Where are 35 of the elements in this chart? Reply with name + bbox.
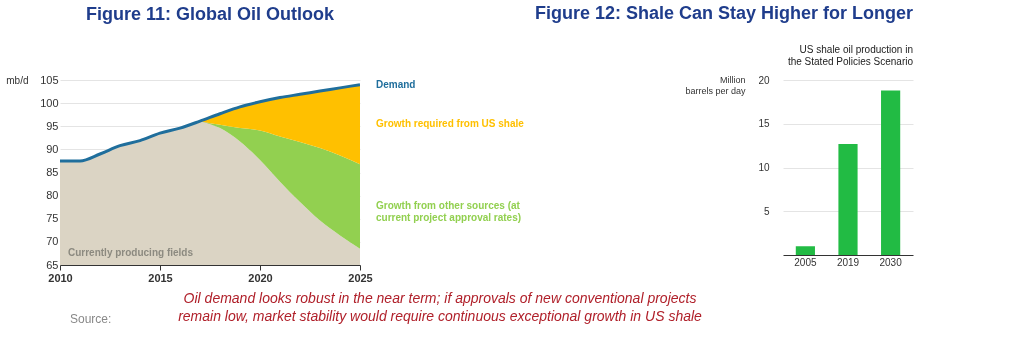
chart-title: Figure 12: Shale Can Stay Higher for Longer (534, 3, 913, 23)
y-tick-label: 95 (46, 119, 59, 132)
y-tick-label: 15 (758, 118, 770, 130)
x-tick-label: 2010 (48, 271, 73, 284)
x-tick-label: 2005 (794, 256, 817, 268)
bar (881, 90, 901, 255)
x-tick-label: 2025 (348, 271, 373, 284)
x-tick-label: 2030 (879, 256, 903, 268)
y-tick-label: 10 (758, 162, 770, 173)
y-tick-label: 70 (46, 235, 59, 248)
y-tick-label: 20 (758, 74, 770, 86)
series-label: Currently producing fields (68, 247, 194, 258)
text: Oil demand looks robust in the near term; if approvals of new conventional projects remain low, market stability would require continuous exceptional growth in US shale (178, 290, 703, 324)
bar (795, 246, 815, 255)
line-series (60, 83, 360, 163)
y-tick-label: 75 (46, 212, 59, 225)
chart-subtitle: US shale oil production in the Stated Policies Scenario (787, 44, 914, 67)
y-tick-label: 85 (46, 166, 59, 178)
series-label: Growth required from US shale (376, 118, 525, 130)
y-tick-label: 65 (46, 258, 59, 271)
x-tick-label: 2019 (836, 256, 860, 268)
x-tick-label: 2015 (148, 271, 173, 284)
bar (838, 143, 858, 255)
y-tick-label: 80 (46, 189, 59, 202)
chart-title: Figure 11: Global Oil Outlook (85, 4, 335, 24)
y-tick-label: 90 (46, 142, 59, 155)
source-note: Source: (70, 312, 112, 326)
y-tick-label: 5 (763, 205, 770, 217)
y-tick-label: 100 (40, 96, 59, 109)
series-label: Demand (376, 78, 416, 90)
series-label: Growth from other sources (at current project approval rates) (376, 200, 522, 224)
y-tick-label: 105 (40, 73, 59, 86)
y-axis-title: mb/d (6, 74, 29, 86)
x-tick-label: 2020 (248, 271, 273, 284)
y-axis-title: Million barrels per day (685, 74, 746, 96)
